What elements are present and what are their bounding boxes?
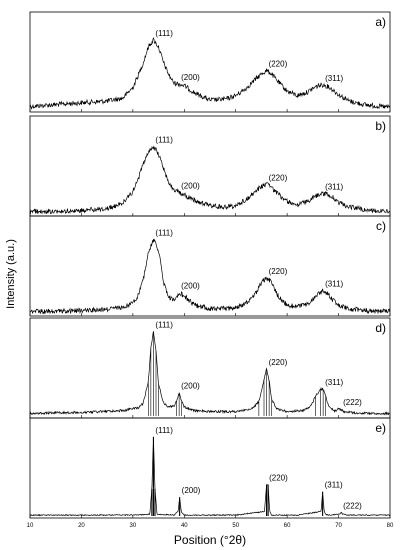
panel-frame: [29, 417, 391, 519]
panel-frame: [29, 317, 391, 419]
xrd-trace: [29, 37, 391, 110]
peak-label: (200): [181, 181, 200, 190]
x-tick-label: 20: [78, 523, 85, 529]
peak-label: (220): [269, 267, 288, 276]
x-tick-label: 70: [335, 523, 342, 529]
panel-label: d): [375, 321, 386, 335]
peak-label: (111): [155, 228, 173, 237]
xrd-trace: [29, 145, 391, 215]
peak-label: (200): [181, 73, 200, 82]
peak-label: (222): [343, 398, 362, 407]
x-tick-label: 50: [232, 523, 239, 529]
panel-1: a) (111) (200) (220) (311): [29, 11, 391, 113]
peak-label: (220): [269, 474, 288, 483]
panel-label: a): [375, 15, 386, 29]
x-tick-label: 10: [27, 523, 34, 529]
peak-label: (220): [269, 173, 288, 182]
panel-frame: [29, 11, 391, 113]
y-axis-label: Intensity (a.u.): [5, 239, 17, 309]
panel-5: e) (111) (200) (220) (311) (222) 10 20 30 40 50 60 7…: [27, 417, 394, 529]
xrd-trace: [29, 238, 391, 315]
panels-group: a) (111) (200) (220) (311) b) (111) (200) (220) (…: [27, 11, 394, 529]
peak-label: (111): [155, 136, 173, 145]
panel-4: d) (111) (200) (220) (311) (222): [29, 317, 391, 419]
x-tick-label: 80: [387, 523, 394, 529]
peak-label: (311): [325, 182, 343, 191]
panel-3: c) (111) (200) (220) (311): [29, 215, 391, 317]
peak-label: (222): [343, 501, 362, 510]
peak-label: (111): [155, 426, 173, 435]
peak-label: (220): [269, 59, 288, 68]
peak-label: (200): [181, 281, 200, 290]
xrd-trace: [29, 331, 391, 416]
peak-label: (111): [155, 29, 173, 38]
panel-label: b): [375, 119, 386, 133]
peak-label: (111): [155, 320, 173, 329]
panel-2: b) (111) (200) (220) (311): [29, 115, 391, 217]
x-tick-label: 60: [284, 523, 291, 529]
peak-label: (220): [269, 358, 288, 367]
peak-label: (311): [325, 378, 343, 387]
panel-label: c): [376, 219, 386, 233]
x-tick-label: 30: [130, 523, 137, 529]
peak-label: (311): [325, 481, 343, 490]
panel-label: e): [375, 421, 386, 435]
peak-label: (200): [182, 486, 201, 495]
xrd-trace: [29, 439, 391, 517]
panel-frame: [29, 215, 391, 317]
x-tick-label: 40: [181, 523, 188, 529]
peak-label: (311): [325, 74, 343, 83]
peak-label: (200): [181, 382, 200, 391]
x-axis-label: Position (°2θ): [174, 533, 246, 547]
peak-label: (311): [325, 280, 343, 289]
